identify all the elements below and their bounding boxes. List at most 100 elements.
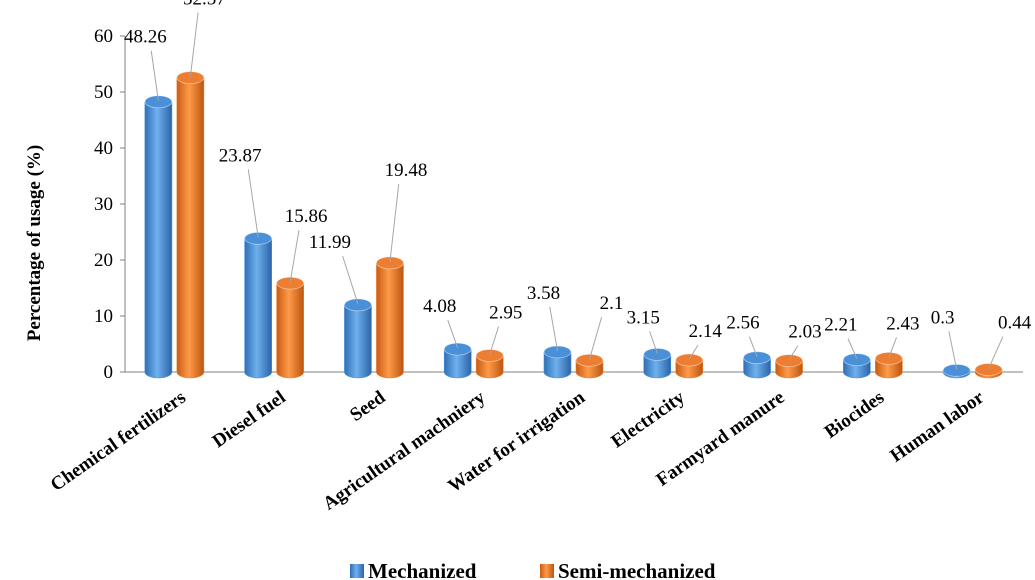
y-tick-label: 20 <box>94 250 113 271</box>
bar-body <box>543 351 572 379</box>
data-label-mechanized: 48.26 <box>124 27 167 48</box>
data-label-mechanized: 2.56 <box>726 313 759 334</box>
bar-body <box>376 262 404 379</box>
data-label-semi-mechanized: 2.95 <box>489 302 522 323</box>
category-label-human-labor: Human labor <box>886 387 988 467</box>
y-axis-label: Percentage of usage (%) <box>24 145 45 341</box>
data-label-mechanized: 11.99 <box>309 232 351 253</box>
axes: 0 10 20 30 40 50 60 <box>94 26 1023 383</box>
category-label-chemical-fertilizers: Chemical fertilizers <box>47 387 190 496</box>
bar-body <box>344 304 372 379</box>
bar-body <box>144 101 173 379</box>
data-label-semi-mechanized: 2.43 <box>886 313 919 334</box>
data-label-semi-mechanized: 52.57 <box>183 0 226 10</box>
y-tick-label: 30 <box>94 194 113 215</box>
bar-body <box>443 348 472 379</box>
bar-mechanized-agricultural-machniery <box>443 342 472 379</box>
bar-cap <box>443 342 472 356</box>
bar-mechanized-biocides <box>842 353 871 379</box>
bar-body <box>244 238 272 379</box>
legend-label-mechanized: Mechanized <box>368 559 477 580</box>
data-label-leader <box>788 345 799 360</box>
bar-mechanized-water-for-irrigation <box>543 345 572 379</box>
y-tick-label: 60 <box>94 26 113 47</box>
bar-cap <box>643 347 672 361</box>
bar-mechanized-human-labor <box>942 363 971 379</box>
data-label-leader <box>649 331 658 354</box>
category-label-seed: Seed <box>346 387 390 426</box>
bar-cap <box>144 95 173 109</box>
data-label-leader <box>247 169 259 238</box>
bar-semi-mechanized-chemical-fertilizers <box>176 71 205 379</box>
bar-cap <box>942 363 971 377</box>
data-label-mechanized: 4.08 <box>423 296 456 317</box>
data-label-leader <box>549 306 558 352</box>
bar-mechanized-diesel-fuel <box>244 231 273 379</box>
bar-body <box>276 282 304 379</box>
bar-cap <box>276 276 305 290</box>
data-label-leader <box>189 12 199 77</box>
data-label-semi-mechanized: 2.1 <box>600 293 624 314</box>
data-label-mechanized: 3.15 <box>627 307 660 328</box>
bar-mechanized-seed <box>344 298 372 379</box>
bar-cap <box>775 354 803 368</box>
bar-semi-mechanized-farmyard-manure <box>775 354 803 379</box>
bar-cap <box>575 353 604 367</box>
legend-label-semi-mechanized: Semi-mechanized <box>558 559 716 580</box>
y-tick-label: 0 <box>104 362 114 383</box>
data-label-mechanized: 0.3 <box>931 307 955 328</box>
bar-cap <box>874 351 903 365</box>
bar-body <box>176 77 205 379</box>
bar-semi-mechanized-seed <box>376 256 404 379</box>
bar-cap <box>244 231 273 245</box>
data-label-mechanized: 2.21 <box>824 315 857 336</box>
legend: Mechanized Semi-mechanized <box>350 559 716 580</box>
data-label-leader <box>748 336 758 357</box>
bar-cap <box>376 256 404 270</box>
data-label-leader <box>447 319 459 349</box>
data-label-semi-mechanized: 15.86 <box>285 206 328 227</box>
bar-cap <box>475 349 504 362</box>
bar-body <box>475 355 504 379</box>
bar-cap <box>842 353 871 367</box>
bar-semi-mechanized-human-labor <box>974 363 1003 379</box>
bars <box>144 71 1003 379</box>
bar-mechanized-farmyard-manure <box>743 351 771 379</box>
bar-semi-mechanized-diesel-fuel <box>276 276 305 379</box>
data-labels: 48.2652.5723.8715.8611.9919.484.082.953.… <box>124 0 1032 343</box>
data-label-semi-mechanized: 2.03 <box>788 322 821 343</box>
data-label-mechanized: 23.87 <box>219 145 262 166</box>
data-label-leader <box>389 183 400 262</box>
bar-cap <box>675 353 704 367</box>
data-label-semi-mechanized: 0.44 <box>998 313 1032 334</box>
data-label-semi-mechanized: 2.14 <box>689 321 723 342</box>
bar-semi-mechanized-biocides <box>874 351 903 379</box>
data-label-leader <box>688 344 699 360</box>
bar-cap <box>543 345 572 359</box>
data-label-mechanized: 3.58 <box>527 283 560 304</box>
y-tick-label: 40 <box>94 138 113 159</box>
y-tick-label: 50 <box>94 82 113 103</box>
bar-cap <box>974 363 1003 376</box>
data-label-leader <box>289 230 300 283</box>
bar-body <box>643 354 672 379</box>
category-label-agricultural-machniery: Agricultural machniery <box>319 387 489 515</box>
legend-swatch-mechanized <box>350 564 364 578</box>
bar-cap <box>743 351 771 365</box>
leader-lines <box>150 12 1004 370</box>
bar-cap <box>344 298 372 312</box>
data-label-leader <box>342 255 359 305</box>
data-label-leader <box>847 338 858 359</box>
category-label-electricity: Electricity <box>607 387 689 453</box>
bar-mechanized-electricity <box>643 347 672 379</box>
bar-semi-mechanized-agricultural-machniery <box>475 349 504 379</box>
category-labels: Chemical fertilizers Diesel fuel SeedAgric… <box>47 387 989 515</box>
bar-semi-mechanized-electricity <box>675 353 704 379</box>
data-label-leader <box>988 336 1004 369</box>
data-label-leader <box>948 331 958 370</box>
category-label-diesel-fuel: Diesel fuel <box>209 387 290 452</box>
bar-cap <box>176 71 205 85</box>
data-label-semi-mechanized: 19.48 <box>385 160 428 181</box>
data-label-leader <box>888 337 897 358</box>
